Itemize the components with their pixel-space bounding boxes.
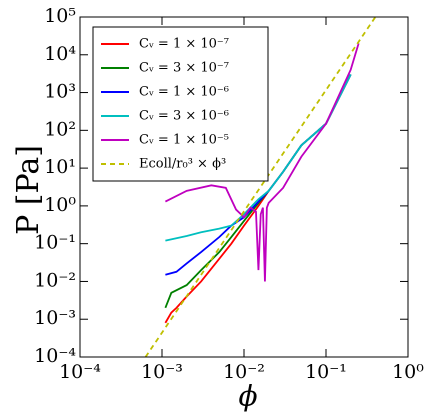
y-tick-label: 10⁰ [44,194,76,216]
y-tick-label: 10² [44,118,76,140]
y-tick-label: 10⁻² [34,269,76,291]
x-tick-label: 10⁻² [223,361,265,383]
y-axis-label: P [Pa] [11,145,46,235]
y-tick-label: 10⁻¹ [34,232,76,254]
legend-label: Ecoll/r₀³ × ϕ³ [139,157,226,172]
y-tick-label: 10⁻⁴ [34,345,76,367]
x-axis-label: ϕ [238,380,257,413]
legend-label: Cᵥ = 3 × 10⁻⁷ [139,61,229,76]
series-line [165,74,352,242]
legend-label: Cᵥ = 1 × 10⁻⁵ [139,133,229,148]
x-tick-label: 10⁰ [392,361,424,383]
x-tick-label: 10⁻⁴ [59,361,101,383]
legend-label: Cᵥ = 1 × 10⁻⁷ [139,37,229,52]
x-tick-label: 10⁻¹ [305,361,347,383]
series-line [164,43,360,282]
y-tick-label: 10¹ [44,156,76,178]
y-tick-label: 10⁵ [44,5,76,27]
y-tick-label: 10³ [44,81,76,103]
y-tick-label: 10⁴ [44,43,76,65]
y-tick-label: 10⁻³ [34,307,76,329]
legend-label: Cᵥ = 3 × 10⁻⁶ [139,109,229,124]
legend-box [92,26,269,182]
x-tick-label: 10⁻³ [141,361,183,383]
legend-label: Cᵥ = 1 × 10⁻⁶ [139,85,229,100]
